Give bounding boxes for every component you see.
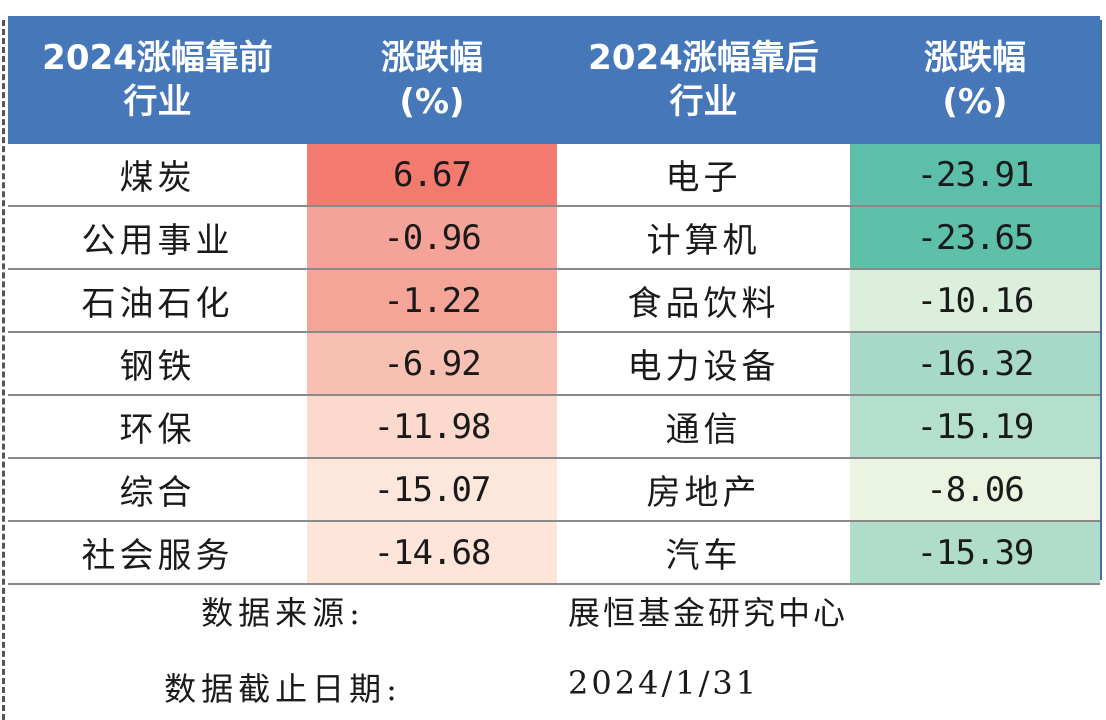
top-change-cell: -1.22: [307, 269, 557, 333]
table-header-row: 2024涨幅靠前 行业 涨跌幅 (%) 2024涨幅靠后 行业 涨跌幅 (%): [8, 16, 1100, 144]
table-row: 煤炭 6.67 电子 -23.91: [8, 144, 1100, 207]
top-change-cell: -15.07: [307, 458, 557, 522]
top-industry-cell: 社会服务: [8, 521, 307, 585]
top-industry-cell: 石油石化: [8, 269, 307, 333]
top-industry-cell: 钢铁: [8, 332, 307, 396]
top-industry-cell: 综合: [8, 458, 307, 522]
date-label: 数据截止日期:: [164, 670, 402, 708]
bottom-industry-cell: 电子: [557, 144, 850, 207]
header-bottom-industry-line1: 2024涨幅靠后: [588, 38, 819, 78]
table-row: 社会服务 -14.68 汽车 -15.39: [8, 521, 1100, 585]
header-bottom-change-line2: (%): [942, 82, 1008, 122]
right-border: [1100, 20, 1102, 580]
bottom-change-cell: -15.39: [850, 521, 1100, 585]
top-change-cell: -14.68: [307, 521, 557, 585]
top-industry-cell: 环保: [8, 395, 307, 459]
header-top-change: 涨跌幅 (%): [307, 16, 557, 144]
table-row: 综合 -15.07 房地产 -8.06: [8, 458, 1100, 522]
bottom-industry-cell: 食品饮料: [557, 269, 850, 333]
source-label: 数据来源:: [201, 594, 365, 632]
header-top-industry-line1: 2024涨幅靠前: [42, 38, 273, 78]
header-bottom-change: 涨跌幅 (%): [850, 16, 1100, 144]
table-row: 钢铁 -6.92 电力设备 -16.32: [8, 332, 1100, 396]
source-value: 展恒基金研究中心: [568, 594, 849, 632]
bottom-change-cell: -10.16: [850, 269, 1100, 333]
bottom-change-cell: -23.91: [850, 144, 1100, 207]
bottom-change-cell: -23.65: [850, 206, 1100, 270]
bottom-industry-cell: 汽车: [557, 521, 850, 585]
bottom-industry-cell: 计算机: [557, 206, 850, 270]
header-bottom-change-line1: 涨跌幅: [924, 38, 1026, 78]
top-change-cell: -0.96: [307, 206, 557, 270]
header-top-change-line2: (%): [399, 82, 465, 122]
top-industry-cell: 煤炭: [8, 144, 307, 207]
header-top-industry-line2: 行业: [123, 82, 192, 122]
table-row: 石油石化 -1.22 食品饮料 -10.16: [8, 269, 1100, 333]
top-industry-cell: 公用事业: [8, 206, 307, 270]
top-change-cell: -11.98: [307, 395, 557, 459]
bottom-industry-cell: 电力设备: [557, 332, 850, 396]
bottom-change-cell: -16.32: [850, 332, 1100, 396]
bottom-industry-cell: 房地产: [557, 458, 850, 522]
bottom-change-cell: -15.19: [850, 395, 1100, 459]
bottom-industry-cell: 通信: [557, 395, 850, 459]
source-row: 数据来源: 展恒基金研究中心: [8, 588, 1100, 638]
date-value: 2024/1/31: [568, 664, 760, 702]
industry-performance-table: 2024涨幅靠前 行业 涨跌幅 (%) 2024涨幅靠后 行业 涨跌幅 (%) …: [8, 16, 1100, 585]
header-bottom-industry-line2: 行业: [669, 82, 738, 122]
top-change-cell: 6.67: [307, 144, 557, 207]
bottom-change-cell: -8.06: [850, 458, 1100, 522]
left-dashed-border: [2, 20, 5, 720]
header-top-change-line1: 涨跌幅: [381, 38, 483, 78]
table-row: 公用事业 -0.96 计算机 -23.65: [8, 206, 1100, 270]
table-body: 煤炭 6.67 电子 -23.91 公用事业 -0.96 计算机 -23.65 石油石化 -1.2…: [8, 144, 1100, 585]
header-bottom-industry: 2024涨幅靠后 行业: [557, 16, 850, 144]
date-row: 数据截止日期: 2024/1/31: [8, 664, 1100, 714]
table-row: 环保 -11.98 通信 -15.19: [8, 395, 1100, 459]
header-top-industry: 2024涨幅靠前 行业: [8, 16, 307, 144]
top-change-cell: -6.92: [307, 332, 557, 396]
